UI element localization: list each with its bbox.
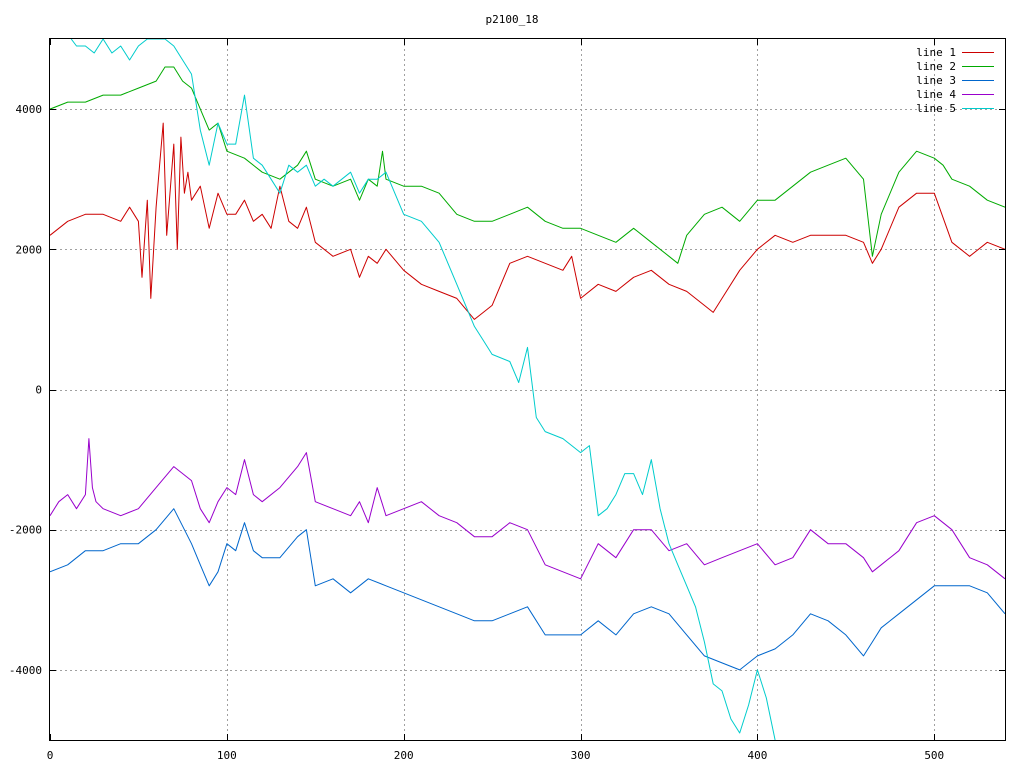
legend-label-5: line 5 bbox=[916, 102, 956, 115]
x-tick-label: 200 bbox=[394, 749, 414, 762]
series-line-3 bbox=[50, 508, 1005, 671]
x-tick-label: 500 bbox=[924, 749, 944, 762]
y-tick-label: 2000 bbox=[16, 243, 43, 256]
axis-ticks: 0 100 200 300 400 500 -4000 -2000 0 2000 4000 bbox=[9, 39, 1005, 762]
grid-lines bbox=[50, 39, 1005, 740]
x-tick-label: 300 bbox=[571, 749, 591, 762]
legend-label-4: line 4 bbox=[916, 88, 956, 101]
legend-label-2: line 2 bbox=[916, 60, 956, 73]
y-tick-label: -4000 bbox=[9, 664, 42, 677]
legend-label-1: line 1 bbox=[916, 46, 956, 59]
series-line-4 bbox=[50, 438, 1005, 580]
series-line-1 bbox=[50, 122, 1005, 320]
series-lines bbox=[50, 39, 1005, 740]
chart-title: p2100_18 bbox=[486, 13, 539, 26]
y-tick-label: 4000 bbox=[16, 103, 43, 116]
series-line-5 bbox=[70, 39, 776, 740]
x-tick-label: 100 bbox=[217, 749, 237, 762]
plot-frame bbox=[49, 38, 1006, 741]
y-tick-label: -2000 bbox=[9, 524, 42, 537]
series-line-2 bbox=[50, 66, 1005, 264]
legend-label-3: line 3 bbox=[916, 74, 956, 87]
x-tick-label: 400 bbox=[747, 749, 767, 762]
y-tick-label: 0 bbox=[35, 384, 42, 397]
x-tick-label: 0 bbox=[47, 749, 54, 762]
